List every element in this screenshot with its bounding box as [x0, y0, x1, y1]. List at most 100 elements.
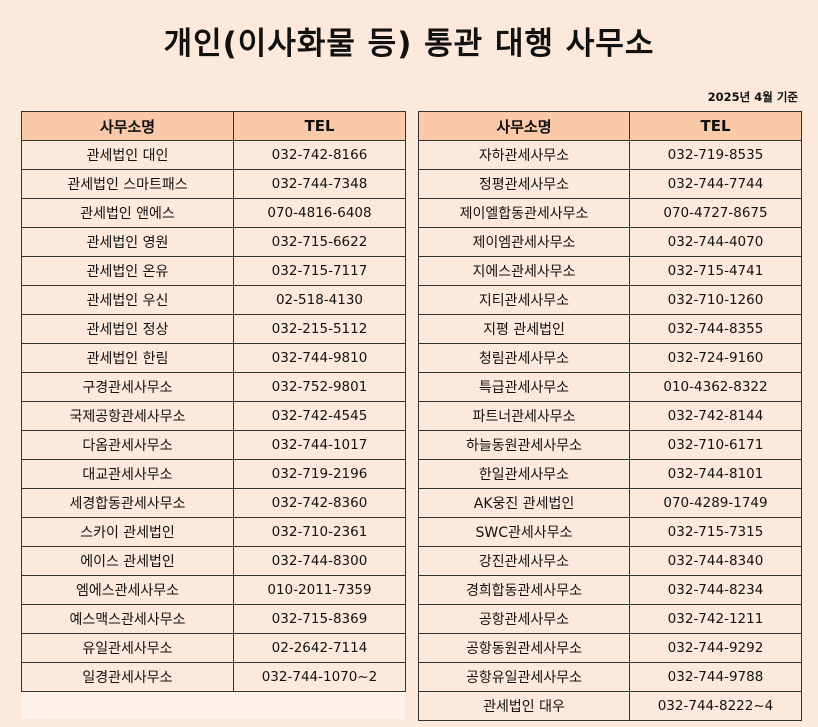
office-name: 지평 관세법인: [418, 314, 630, 344]
table-row: 구경관세사무소 032-752-9801: [21, 372, 406, 402]
table-row: 지티관세사무소 032-710-1260: [418, 285, 802, 315]
office-tel: 032-744-4070: [629, 227, 802, 257]
office-tel: 032-742-8166: [233, 140, 406, 170]
office-name: 자하관세사무소: [418, 140, 630, 170]
office-name: SWC관세사무소: [418, 517, 630, 547]
office-name: 공항유일관세사무소: [418, 662, 630, 692]
table-row: 예스맥스관세사무소 032-715-8369: [21, 604, 406, 634]
office-name: 지에스관세사무소: [418, 256, 630, 286]
table-row: 유일관세사무소 02-2642-7114: [21, 633, 406, 663]
office-name: 공항관세사무소: [418, 604, 630, 634]
office-name: 일경관세사무소: [21, 662, 234, 692]
table-row: 공항유일관세사무소 032-744-9788: [418, 662, 802, 692]
office-tel: 032-744-8222~4: [629, 691, 802, 721]
office-tel: 032-742-8144: [629, 401, 802, 431]
table-row: 자하관세사무소 032-719-8535: [418, 140, 802, 170]
table-row: 에이스 관세법인 032-744-8300: [21, 546, 406, 576]
office-tel: 010-2011-7359: [233, 575, 406, 605]
table-row: 지평 관세법인 032-744-8355: [418, 314, 802, 344]
office-tel: 032-715-8369: [233, 604, 406, 634]
table-row: 제이엠관세사무소 032-744-4070: [418, 227, 802, 257]
table-row: 세경합동관세사무소 032-742-8360: [21, 488, 406, 518]
table-header-row: 사무소명 TEL: [21, 111, 406, 141]
table-header-row: 사무소명 TEL: [418, 111, 802, 141]
office-name: 강진관세사무소: [418, 546, 630, 576]
table-row: 공항동원관세사무소 032-744-9292: [418, 633, 802, 663]
office-tel: 070-4727-8675: [629, 198, 802, 228]
office-name: 관세법인 대인: [21, 140, 234, 170]
office-name: 국제공항관세사무소: [21, 401, 234, 431]
table-row: SWC관세사무소 032-715-7315: [418, 517, 802, 547]
office-name: 제이엘합동관세사무소: [418, 198, 630, 228]
office-name: 관세법인 한림: [21, 343, 234, 373]
office-tel: 032-719-2196: [233, 459, 406, 489]
office-name: 정평관세사무소: [418, 169, 630, 199]
table-row: 관세법인 앤에스 070-4816-6408: [21, 198, 406, 228]
office-tel: 032-744-8234: [629, 575, 802, 605]
table-row: 지에스관세사무소 032-715-4741: [418, 256, 802, 286]
office-tel: 032-742-1211: [629, 604, 802, 634]
column-header-name: 사무소명: [21, 111, 234, 141]
table-row: 엠에스관세사무소 010-2011-7359: [21, 575, 406, 605]
table-row: 하늘동원관세사무소 032-710-6171: [418, 430, 802, 460]
table-row: 공항관세사무소 032-742-1211: [418, 604, 802, 634]
office-tel: 070-4289-1749: [629, 488, 802, 518]
office-tel: 010-4362-8322: [629, 372, 802, 402]
table-row: 관세법인 우신 02-518-4130: [21, 285, 406, 315]
office-name: 관세법인 대우: [418, 691, 630, 721]
reference-date: 2025년 4월 기준: [707, 90, 798, 104]
office-tel: 032-744-7744: [629, 169, 802, 199]
office-tel: 070-4816-6408: [233, 198, 406, 228]
office-list-right: 자하관세사무소 032-719-8535 정평관세사무소 032-744-7744 제이…: [418, 140, 802, 721]
office-table-left: 사무소명 TEL 관세법인 대인 032-742-8166 관세법인 스마트패스 03…: [21, 111, 406, 692]
office-name: 특급관세사무소: [418, 372, 630, 402]
table-row: 관세법인 한림 032-744-9810: [21, 343, 406, 373]
office-name: 세경합동관세사무소: [21, 488, 234, 518]
office-tel: 032-744-7348: [233, 169, 406, 199]
office-tel: 032-710-2361: [233, 517, 406, 547]
table-row: 대교관세사무소 032-719-2196: [21, 459, 406, 489]
office-name: 관세법인 정상: [21, 314, 234, 344]
office-tel: 032-744-9292: [629, 633, 802, 663]
page-title: 개인(이사화물 등) 통관 대행 사무소: [163, 26, 655, 62]
table-row: AK웅진 관세법인 070-4289-1749: [418, 488, 802, 518]
office-tel: 032-744-1070~2: [233, 662, 406, 692]
table-row: 청림관세사무소 032-724-9160: [418, 343, 802, 373]
office-name: 대교관세사무소: [21, 459, 234, 489]
office-name: 공항동원관세사무소: [418, 633, 630, 663]
office-tel: 032-752-9801: [233, 372, 406, 402]
office-list-left: 관세법인 대인 032-742-8166 관세법인 스마트패스 032-744-734…: [21, 140, 406, 692]
table-row: 제이엘합동관세사무소 070-4727-8675: [418, 198, 802, 228]
office-tel: 032-744-8101: [629, 459, 802, 489]
table-row: 정평관세사무소 032-744-7744: [418, 169, 802, 199]
office-tel: 032-719-8535: [629, 140, 802, 170]
office-tel: 032-744-8355: [629, 314, 802, 344]
office-name: 파트너관세사무소: [418, 401, 630, 431]
column-header-name: 사무소명: [418, 111, 630, 141]
office-table-right: 사무소명 TEL 자하관세사무소 032-719-8535 정평관세사무소 032-7…: [418, 111, 802, 721]
table-row: 경희합동관세사무소 032-744-8234: [418, 575, 802, 605]
office-name: 엠에스관세사무소: [21, 575, 234, 605]
table-row: 한일관세사무소 032-744-8101: [418, 459, 802, 489]
office-tel: 032-710-6171: [629, 430, 802, 460]
office-tel: 032-744-1017: [233, 430, 406, 460]
table-row: 관세법인 대인 032-742-8166: [21, 140, 406, 170]
office-tel: 032-744-8300: [233, 546, 406, 576]
office-tel: 032-215-5112: [233, 314, 406, 344]
table-row: 다옴관세사무소 032-744-1017: [21, 430, 406, 460]
office-tel: 032-742-4545: [233, 401, 406, 431]
office-tel: 032-715-4741: [629, 256, 802, 286]
table-row: 관세법인 영원 032-715-6622: [21, 227, 406, 257]
office-name: 관세법인 영원: [21, 227, 234, 257]
table-row: 스카이 관세법인 032-710-2361: [21, 517, 406, 547]
table-row: 관세법인 스마트패스 032-744-7348: [21, 169, 406, 199]
office-name: 유일관세사무소: [21, 633, 234, 663]
office-name: 스카이 관세법인: [21, 517, 234, 547]
office-name: AK웅진 관세법인: [418, 488, 630, 518]
column-header-tel: TEL: [629, 111, 802, 141]
office-tel: 02-2642-7114: [233, 633, 406, 663]
office-tel: 032-742-8360: [233, 488, 406, 518]
office-tel: 032-715-7117: [233, 256, 406, 286]
office-tel: 032-710-1260: [629, 285, 802, 315]
office-tel: 032-715-6622: [233, 227, 406, 257]
